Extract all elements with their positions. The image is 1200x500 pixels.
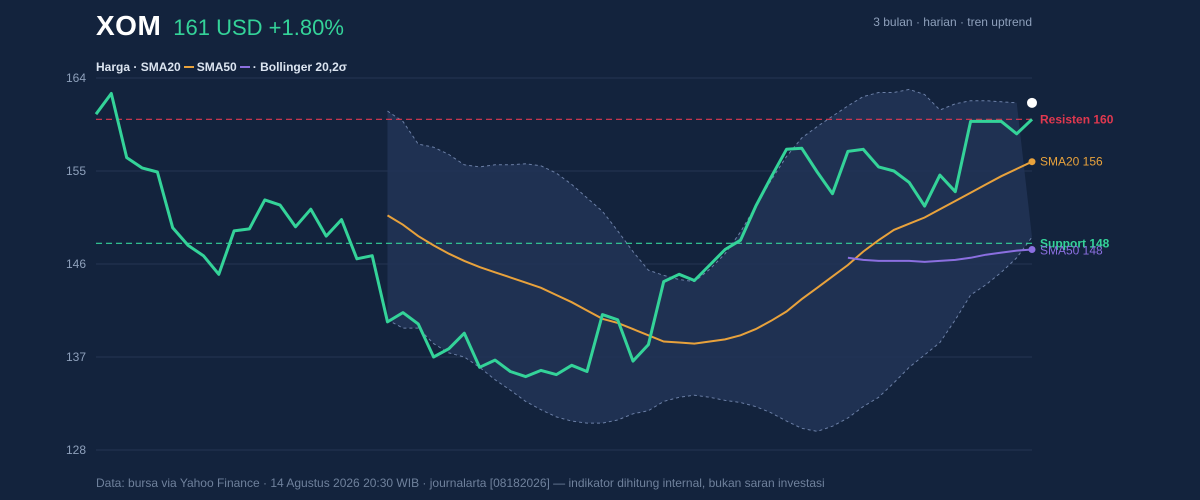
bollinger-band-area [387,89,1032,432]
sma20-line [386,160,1033,345]
legend: Harga · SMA20 SMA50 · Bollinger 20,2σ [96,60,347,74]
chart-header: XOM 161 USD +1.80% [96,10,344,42]
legend-separator-2: · [252,60,257,74]
ticker-symbol: XOM [96,10,162,41]
legend-sma20-swatch [183,66,194,68]
bollinger-lower-line [387,236,1033,432]
annotation-label: SMA20 156 [1040,155,1103,169]
annotation-label: SMA50 148 [1040,244,1103,258]
y-tick-label: 146 [66,257,86,271]
legend-sma20: SMA20 [140,60,181,74]
sma20-end-dot [1028,158,1036,166]
sma50-end-dot [1028,246,1036,254]
annotation-label: Resisten 160 [1040,112,1114,126]
y-tick-label: 155 [66,164,86,178]
footer-source: Data: bursa via Yahoo Finance · 14 Agust… [96,476,825,490]
annotation-label: Support 148 [1040,236,1110,250]
y-tick-label: 128 [66,443,86,457]
legend-separator: · [133,60,138,74]
legend-bollinger: Bollinger 20,2σ [260,60,347,74]
price-line [94,92,1034,379]
price-change: 161 USD +1.80% [173,15,344,40]
legend-harga: Harga [96,60,131,74]
legend-sma50: SMA50 [196,60,237,74]
last-price-marker [1027,97,1037,108]
y-tick-label: 164 [66,71,86,85]
sma50-line [847,248,1033,263]
chart-meta: 3 bulan · harian · tren uptrend [873,15,1032,29]
legend-sma50-swatch [239,66,250,68]
y-tick-label: 137 [66,350,86,364]
